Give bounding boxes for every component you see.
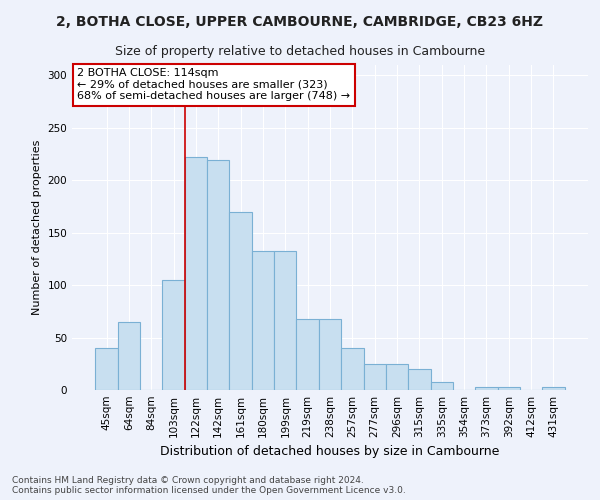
Text: Contains HM Land Registry data © Crown copyright and database right 2024.: Contains HM Land Registry data © Crown c… xyxy=(12,476,364,485)
Bar xyxy=(341,348,364,390)
Bar xyxy=(542,387,565,390)
Bar xyxy=(163,280,185,390)
Bar xyxy=(319,318,341,390)
Bar xyxy=(296,318,319,390)
Bar xyxy=(229,212,252,390)
Bar xyxy=(252,250,274,390)
Text: 2, BOTHA CLOSE, UPPER CAMBOURNE, CAMBRIDGE, CB23 6HZ: 2, BOTHA CLOSE, UPPER CAMBOURNE, CAMBRID… xyxy=(56,15,544,29)
X-axis label: Distribution of detached houses by size in Cambourne: Distribution of detached houses by size … xyxy=(160,446,500,458)
Bar xyxy=(475,387,497,390)
Bar xyxy=(207,160,229,390)
Bar xyxy=(386,364,408,390)
Bar xyxy=(95,348,118,390)
Text: Size of property relative to detached houses in Cambourne: Size of property relative to detached ho… xyxy=(115,45,485,58)
Bar xyxy=(431,382,453,390)
Bar xyxy=(497,387,520,390)
Y-axis label: Number of detached properties: Number of detached properties xyxy=(32,140,42,315)
Bar xyxy=(274,250,296,390)
Bar xyxy=(185,158,207,390)
Text: Contains public sector information licensed under the Open Government Licence v3: Contains public sector information licen… xyxy=(12,486,406,495)
Bar xyxy=(118,322,140,390)
Bar xyxy=(364,364,386,390)
Text: 2 BOTHA CLOSE: 114sqm
← 29% of detached houses are smaller (323)
68% of semi-det: 2 BOTHA CLOSE: 114sqm ← 29% of detached … xyxy=(77,68,350,102)
Bar xyxy=(408,369,431,390)
